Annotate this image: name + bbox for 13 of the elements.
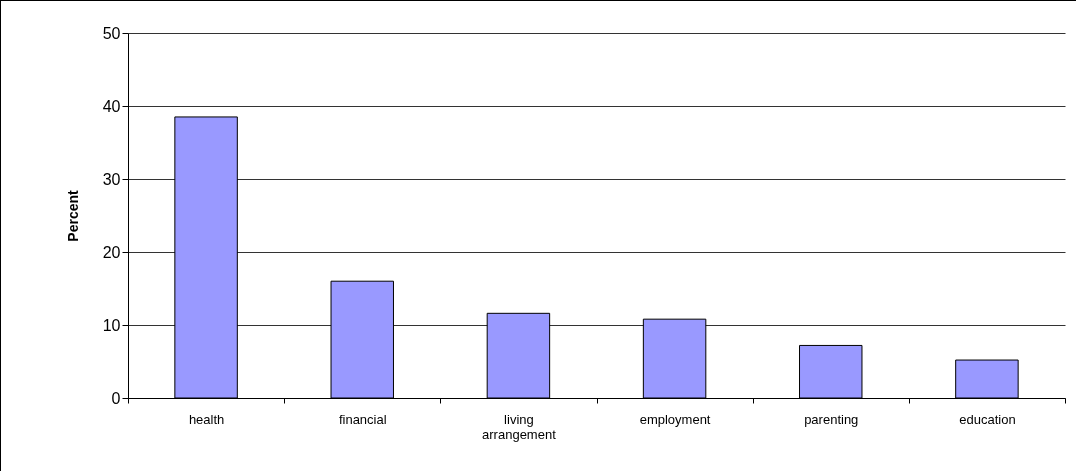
x-tick-label: living arrangement (482, 411, 557, 442)
x-tick-label: parenting (804, 411, 859, 427)
y-tick-label: 40 (102, 97, 121, 115)
y-tick-label: 10 (102, 316, 121, 334)
y-tick-label: 20 (102, 243, 121, 261)
y-axis-title: Percent (64, 189, 81, 242)
y-tick-label: 0 (111, 389, 121, 407)
y-tick-label: 30 (102, 170, 121, 188)
y-tick-label: 50 (102, 24, 121, 42)
x-tick-label: financial (338, 411, 387, 427)
x-tick-label: health (188, 411, 225, 427)
x-tick-label: education (959, 411, 1016, 427)
x-tick-label: employment (639, 411, 711, 427)
